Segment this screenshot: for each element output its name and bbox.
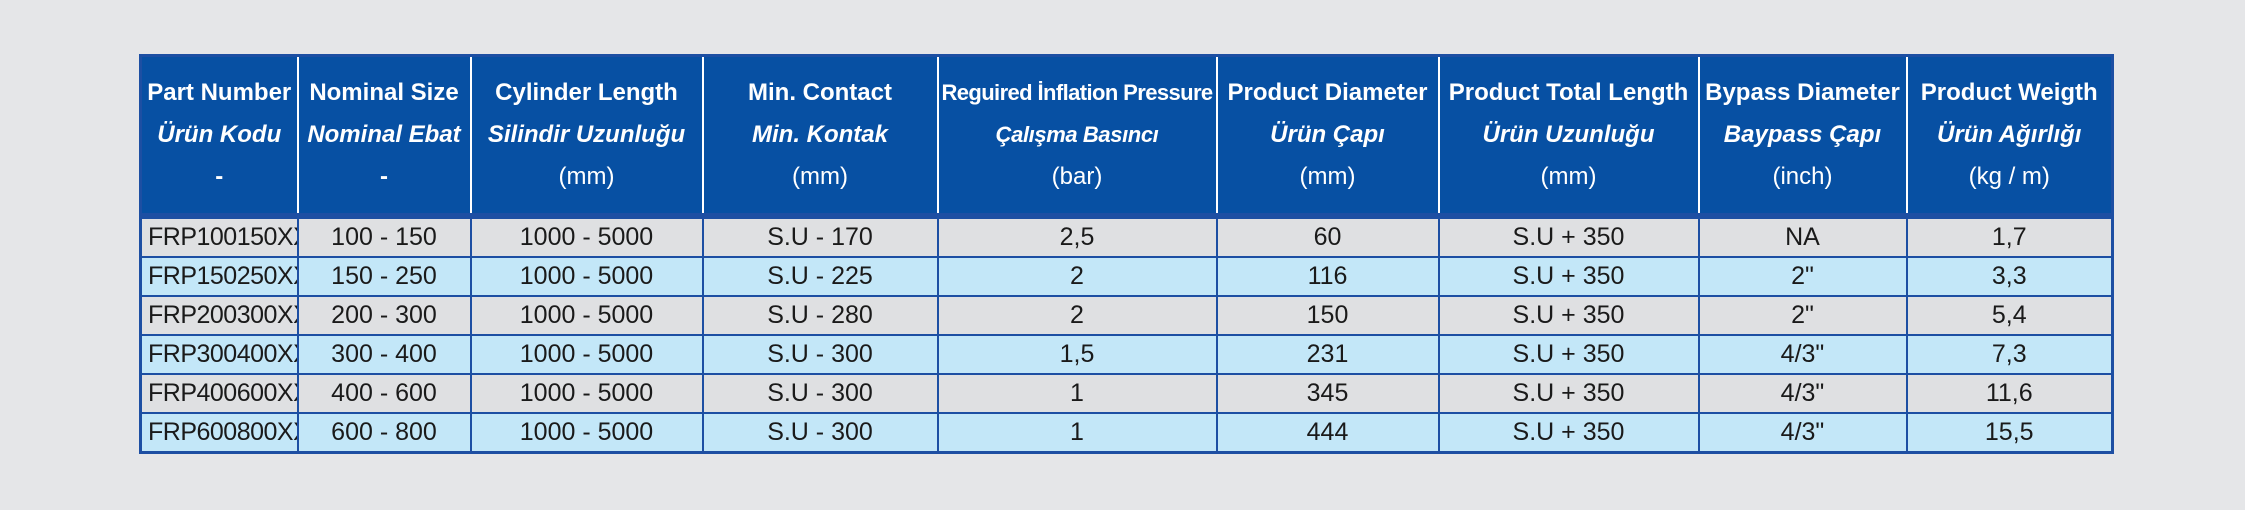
cell-nominal-size: 100 - 150	[296, 213, 472, 258]
cell-product-diameter: 444	[1215, 412, 1440, 454]
header-unit: (mm)	[558, 163, 615, 190]
cell-product-weight: 5,4	[1905, 295, 2114, 336]
cell-bypass-diameter: 4/3"	[1697, 334, 1908, 375]
cell-cylinder-length: 1000 - 5000	[469, 334, 704, 375]
cell-product-total-length: S.U + 350	[1437, 213, 1700, 258]
cell-bypass-diameter: 4/3"	[1697, 373, 1908, 414]
cell-part-number: FRP600800XX	[139, 412, 299, 454]
header-cylinder-length: Cylinder Length Silindir Uzunluğu (mm)	[469, 54, 704, 218]
header-product-diameter: Product Diameter Ürün Çapı (mm)	[1215, 54, 1440, 218]
table-row: FRP600800XX 600 - 800 1000 - 5000 S.U - …	[139, 412, 2114, 454]
cell-product-weight: 1,7	[1905, 213, 2114, 258]
cell-min-contact: S.U - 300	[701, 373, 939, 414]
cell-cylinder-length: 1000 - 5000	[469, 373, 704, 414]
cell-nominal-size: 300 - 400	[296, 334, 472, 375]
cell-product-weight: 11,6	[1905, 373, 2114, 414]
cell-product-diameter: 345	[1215, 373, 1440, 414]
header-label-en: Reguired İnflation Pressure	[941, 80, 1213, 105]
cell-product-diameter: 150	[1215, 295, 1440, 336]
cell-part-number: FRP400600XX	[139, 373, 299, 414]
header-part-number: Part Number Ürün Kodu -	[139, 54, 299, 218]
header-label-en: Product Diameter	[1227, 79, 1428, 106]
cell-product-diameter: 231	[1215, 334, 1440, 375]
cell-nominal-size: 150 - 250	[296, 256, 472, 297]
cell-cylinder-length: 1000 - 5000	[469, 213, 704, 258]
cell-product-weight: 15,5	[1905, 412, 2114, 454]
header-bypass-diameter: Bypass Diameter Baypass Çapı (inch)	[1697, 54, 1908, 218]
header-label-tr: Min. Kontak	[752, 121, 888, 148]
header-label-en: Product Total Length	[1448, 79, 1689, 106]
header-row: Part Number Ürün Kodu - Nominal Size Nom…	[139, 54, 2114, 218]
header-unit: -	[215, 163, 224, 190]
cell-product-total-length: S.U + 350	[1437, 256, 1700, 297]
header-unit: -	[380, 163, 388, 190]
header-label-tr: Ürün Çapı	[1270, 121, 1385, 148]
header-unit: (mm)	[1540, 163, 1597, 190]
header-label-en: Min. Contact	[748, 79, 892, 106]
header-unit: (bar)	[1051, 163, 1103, 190]
header-label-en: Product Weigth	[1920, 79, 2098, 106]
cell-product-weight: 7,3	[1905, 334, 2114, 375]
table-row: FRP100150XX 100 - 150 1000 - 5000 S.U - …	[139, 213, 2114, 258]
header-label-tr: Baypass Çapı	[1723, 121, 1882, 148]
header-label-tr: Ürün Ağırlığı	[1937, 121, 2082, 148]
cell-inflation-pressure: 2	[936, 295, 1218, 336]
header-nominal-size: Nominal Size Nominal Ebat -	[296, 54, 472, 218]
cell-inflation-pressure: 1,5	[936, 334, 1218, 375]
cell-product-diameter: 116	[1215, 256, 1440, 297]
cell-cylinder-length: 1000 - 5000	[469, 256, 704, 297]
header-unit: (kg / m)	[1968, 163, 2050, 190]
header-unit: (mm)	[1299, 163, 1356, 190]
cell-cylinder-length: 1000 - 5000	[469, 295, 704, 336]
cell-min-contact: S.U - 225	[701, 256, 939, 297]
cell-inflation-pressure: 2	[936, 256, 1218, 297]
cell-product-total-length: S.U + 350	[1437, 373, 1700, 414]
cell-inflation-pressure: 1	[936, 412, 1218, 454]
cell-product-diameter: 60	[1215, 213, 1440, 258]
header-label-tr: Ürün Uzunluğu	[1482, 121, 1655, 148]
product-spec-table: Part Number Ürün Kodu - Nominal Size Nom…	[139, 54, 2114, 454]
table-row: FRP400600XX 400 - 600 1000 - 5000 S.U - …	[139, 373, 2114, 414]
cell-part-number: FRP200300XX	[139, 295, 299, 336]
cell-min-contact: S.U - 170	[701, 213, 939, 258]
cell-product-total-length: S.U + 350	[1437, 334, 1700, 375]
cell-inflation-pressure: 2,5	[936, 213, 1218, 258]
cell-cylinder-length: 1000 - 5000	[469, 412, 704, 454]
table-row: FRP300400XX 300 - 400 1000 - 5000 S.U - …	[139, 334, 2114, 375]
cell-product-weight: 3,3	[1905, 256, 2114, 297]
header-product-weight: Product Weigth Ürün Ağırlığı (kg / m)	[1905, 54, 2114, 218]
cell-nominal-size: 600 - 800	[296, 412, 472, 454]
header-product-total-length: Product Total Length Ürün Uzunluğu (mm)	[1437, 54, 1700, 218]
cell-bypass-diameter: 2"	[1697, 256, 1908, 297]
cell-part-number: FRP100150XX	[139, 213, 299, 258]
cell-bypass-diameter: NA	[1697, 213, 1908, 258]
header-label-tr: Çalışma Basıncı	[995, 122, 1159, 147]
header-label-tr: Nominal Ebat	[307, 121, 461, 148]
header-label-tr: Silindir Uzunluğu	[487, 121, 686, 148]
table-row: FRP150250XX 150 - 250 1000 - 5000 S.U - …	[139, 256, 2114, 297]
cell-inflation-pressure: 1	[936, 373, 1218, 414]
cell-bypass-diameter: 2"	[1697, 295, 1908, 336]
cell-part-number: FRP150250XX	[139, 256, 299, 297]
header-label-tr: Ürün Kodu	[157, 121, 282, 148]
header-unit: (mm)	[792, 163, 848, 190]
cell-min-contact: S.U - 300	[701, 412, 939, 454]
cell-min-contact: S.U - 300	[701, 334, 939, 375]
cell-nominal-size: 200 - 300	[296, 295, 472, 336]
cell-bypass-diameter: 4/3"	[1697, 412, 1908, 454]
table-row: FRP200300XX 200 - 300 1000 - 5000 S.U - …	[139, 295, 2114, 336]
header-label-en: Bypass Diameter	[1705, 79, 1900, 106]
cell-product-total-length: S.U + 350	[1437, 412, 1700, 454]
header-label-en: Nominal Size	[309, 79, 459, 106]
header-label-en: Cylinder Length	[495, 79, 678, 106]
cell-min-contact: S.U - 280	[701, 295, 939, 336]
header-unit: (inch)	[1772, 163, 1833, 190]
cell-product-total-length: S.U + 350	[1437, 295, 1700, 336]
cell-part-number: FRP300400XX	[139, 334, 299, 375]
header-label-en: Part Number	[147, 79, 292, 106]
header-min-contact: Min. Contact Min. Kontak (mm)	[701, 54, 939, 218]
cell-nominal-size: 400 - 600	[296, 373, 472, 414]
header-inflation-pressure: Reguired İnflation Pressure Çalışma Bası…	[936, 54, 1218, 218]
